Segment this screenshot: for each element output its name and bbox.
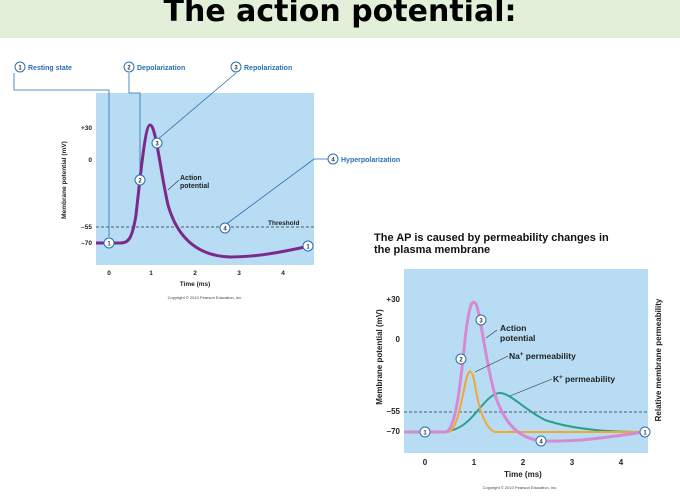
svg-text:4: 4 bbox=[331, 158, 335, 164]
left-ytick-1: 0 bbox=[88, 157, 92, 164]
left-xtick-3: 3 bbox=[237, 270, 241, 277]
threshold-label: Threshold bbox=[268, 220, 299, 227]
action-potential-curve bbox=[96, 123, 311, 259]
left-ytick-3: –70 bbox=[81, 240, 92, 247]
leader-step-2 bbox=[128, 73, 141, 175]
k-permeability-label: K+ permeability bbox=[553, 374, 615, 384]
right-curve-label-line2: potential bbox=[500, 333, 535, 343]
right-heading-line1: The AP is caused by permeability changes… bbox=[374, 232, 609, 244]
left-copyright: Copyright © 2010 Pearson Education, Inc. bbox=[168, 295, 243, 300]
right-xtick-1: 1 bbox=[472, 458, 477, 467]
right-x-axis-label: Time (ms) bbox=[504, 470, 542, 479]
left-x-axis-label: Time (ms) bbox=[180, 281, 211, 288]
right-ytick-0: +30 bbox=[386, 295, 400, 304]
left-ytick-2: –55 bbox=[81, 224, 92, 231]
na-permeability-label: Na+ permeability bbox=[509, 351, 576, 361]
left-xtick-2: 2 bbox=[193, 270, 197, 277]
right-ytick-3: –70 bbox=[387, 427, 401, 436]
step-1-number: 1 bbox=[18, 66, 22, 72]
svg-text:4: 4 bbox=[539, 440, 543, 446]
right-xtick-3: 3 bbox=[570, 458, 575, 467]
right-y-axis-label-right: Relative membrane permeability bbox=[654, 298, 663, 421]
svg-text:3: 3 bbox=[234, 66, 238, 72]
svg-text:3: 3 bbox=[155, 142, 159, 148]
svg-text:3: 3 bbox=[479, 319, 483, 325]
right-xtick-2: 2 bbox=[521, 458, 526, 467]
leader-step-3 bbox=[156, 72, 237, 141]
step-2-label: Depolarization bbox=[137, 65, 185, 72]
right-curve-label-line1: Action bbox=[500, 323, 526, 333]
svg-text:1: 1 bbox=[306, 245, 310, 251]
svg-text:2: 2 bbox=[138, 179, 142, 185]
curve-point-3 bbox=[151, 137, 163, 149]
svg-text:2: 2 bbox=[459, 358, 463, 364]
step-3-label: Repolarization bbox=[244, 65, 292, 72]
left-ytick-0: +30 bbox=[81, 125, 92, 132]
right-xtick-0: 0 bbox=[423, 458, 428, 467]
leader-step-4 bbox=[224, 158, 328, 226]
left-step-3: 3 Repolarization bbox=[230, 61, 292, 73]
left-figure: 1 Resting state 2 Depolarization 3 Repol… bbox=[13, 61, 400, 300]
step-4-label: Hyperpolarization bbox=[341, 157, 400, 164]
left-xtick-0: 0 bbox=[107, 270, 111, 277]
left-curve-label-line2: potential bbox=[180, 183, 209, 190]
right-ytick-1: 0 bbox=[396, 335, 401, 344]
step-1-marker bbox=[14, 61, 26, 73]
step-1-label: Resting state bbox=[28, 65, 72, 72]
k-permeability-curve bbox=[404, 391, 646, 433]
left-xtick-1: 1 bbox=[149, 270, 153, 277]
svg-text:4: 4 bbox=[223, 227, 227, 233]
left-y-axis-label: Membrane potential (mV) bbox=[61, 141, 68, 219]
curve-point-1b bbox=[302, 240, 314, 252]
na-permeability-curve bbox=[404, 370, 645, 433]
svg-text:1: 1 bbox=[107, 242, 111, 248]
svg-text:2: 2 bbox=[127, 66, 131, 72]
curve-point-4 bbox=[219, 222, 231, 234]
right-figure: The AP is caused by permeability changes… bbox=[374, 232, 663, 490]
svg-text:1: 1 bbox=[423, 431, 427, 437]
curve-point-2 bbox=[134, 174, 146, 186]
right-heading-line2: the plasma membrane bbox=[374, 244, 490, 256]
right-xtick-4: 4 bbox=[619, 458, 624, 467]
slide-title: The action potential: bbox=[163, 0, 517, 29]
curve-point-1 bbox=[103, 237, 115, 249]
left-step-2: 2 Depolarization bbox=[123, 61, 185, 73]
left-xtick-4: 4 bbox=[281, 270, 285, 277]
right-y-axis-label: Membrane potential (mV) bbox=[375, 309, 384, 405]
title-bar: The action potential: bbox=[0, 0, 680, 38]
right-plot-area bbox=[404, 269, 648, 453]
right-action-potential-curve bbox=[404, 300, 646, 443]
left-plot-area bbox=[96, 93, 314, 265]
leader-step-1 bbox=[13, 73, 110, 237]
right-ytick-2: –55 bbox=[387, 407, 401, 416]
left-curve-label-line1: Action bbox=[180, 175, 202, 182]
left-step-1: 1 Resting state bbox=[14, 61, 72, 73]
left-step-4: 4 Hyperpolarization bbox=[327, 153, 400, 165]
right-copyright: Copyright © 2010 Pearson Education, Inc. bbox=[483, 485, 558, 490]
svg-text:1: 1 bbox=[643, 431, 647, 437]
